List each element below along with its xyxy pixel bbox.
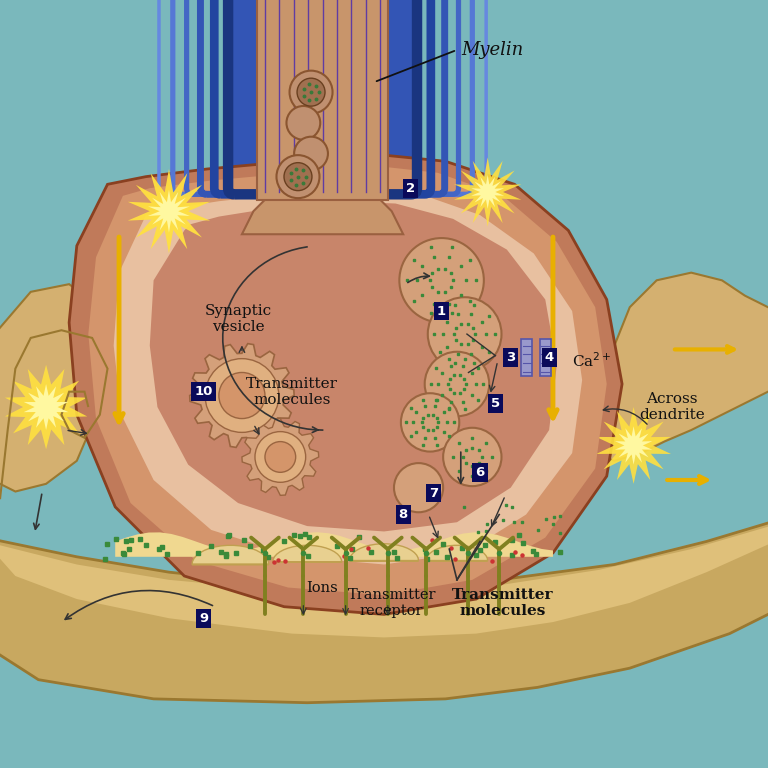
Polygon shape <box>127 169 210 253</box>
Polygon shape <box>0 284 115 492</box>
Text: 6: 6 <box>475 466 485 478</box>
Circle shape <box>219 372 265 419</box>
Polygon shape <box>454 157 521 227</box>
Text: 2: 2 <box>406 182 415 194</box>
Polygon shape <box>115 532 553 557</box>
Text: Across
dendrite: Across dendrite <box>639 392 705 422</box>
Polygon shape <box>242 419 319 495</box>
Text: 5: 5 <box>491 397 500 409</box>
Circle shape <box>265 442 296 472</box>
Polygon shape <box>5 365 88 449</box>
Polygon shape <box>148 190 190 233</box>
Circle shape <box>255 432 306 482</box>
Text: 1: 1 <box>437 305 446 317</box>
Polygon shape <box>192 545 269 564</box>
Polygon shape <box>595 273 768 461</box>
Circle shape <box>276 155 319 198</box>
Polygon shape <box>69 154 622 614</box>
Text: 8: 8 <box>399 508 408 521</box>
Polygon shape <box>150 201 557 531</box>
FancyBboxPatch shape <box>230 0 415 188</box>
Text: 7: 7 <box>429 487 439 499</box>
Polygon shape <box>273 545 342 562</box>
Text: Myelin: Myelin <box>461 41 523 59</box>
Bar <box>540 339 551 376</box>
Polygon shape <box>0 522 768 637</box>
Bar <box>257 0 388 200</box>
Circle shape <box>394 463 443 512</box>
Polygon shape <box>114 188 582 564</box>
Circle shape <box>205 359 279 432</box>
Circle shape <box>399 238 484 323</box>
Circle shape <box>290 71 333 114</box>
Text: Ions: Ions <box>306 581 339 594</box>
Circle shape <box>294 137 328 170</box>
Circle shape <box>401 393 459 452</box>
Polygon shape <box>596 407 671 484</box>
Circle shape <box>297 78 325 106</box>
Polygon shape <box>0 518 768 703</box>
Text: Synaptic
vesicle: Synaptic vesicle <box>204 303 272 334</box>
Polygon shape <box>349 544 419 561</box>
Polygon shape <box>472 175 504 209</box>
Text: Transmitter
receptor: Transmitter receptor <box>347 588 436 618</box>
Circle shape <box>286 106 320 140</box>
Polygon shape <box>24 384 68 430</box>
Text: 4: 4 <box>545 351 554 363</box>
Text: Transmitter
molecules: Transmitter molecules <box>246 376 338 407</box>
Text: 10: 10 <box>194 386 213 398</box>
Bar <box>521 339 532 376</box>
Circle shape <box>428 297 502 371</box>
Polygon shape <box>242 184 403 234</box>
Polygon shape <box>426 545 488 561</box>
Circle shape <box>443 428 502 486</box>
Text: Transmitter
molecules: Transmitter molecules <box>452 588 554 618</box>
Circle shape <box>425 352 489 416</box>
Text: 3: 3 <box>506 351 515 363</box>
Text: Ca$^{2+}$: Ca$^{2+}$ <box>572 352 612 370</box>
Circle shape <box>284 163 312 190</box>
Polygon shape <box>190 343 294 448</box>
Polygon shape <box>615 426 652 465</box>
Text: 9: 9 <box>199 612 208 624</box>
Polygon shape <box>88 165 607 595</box>
